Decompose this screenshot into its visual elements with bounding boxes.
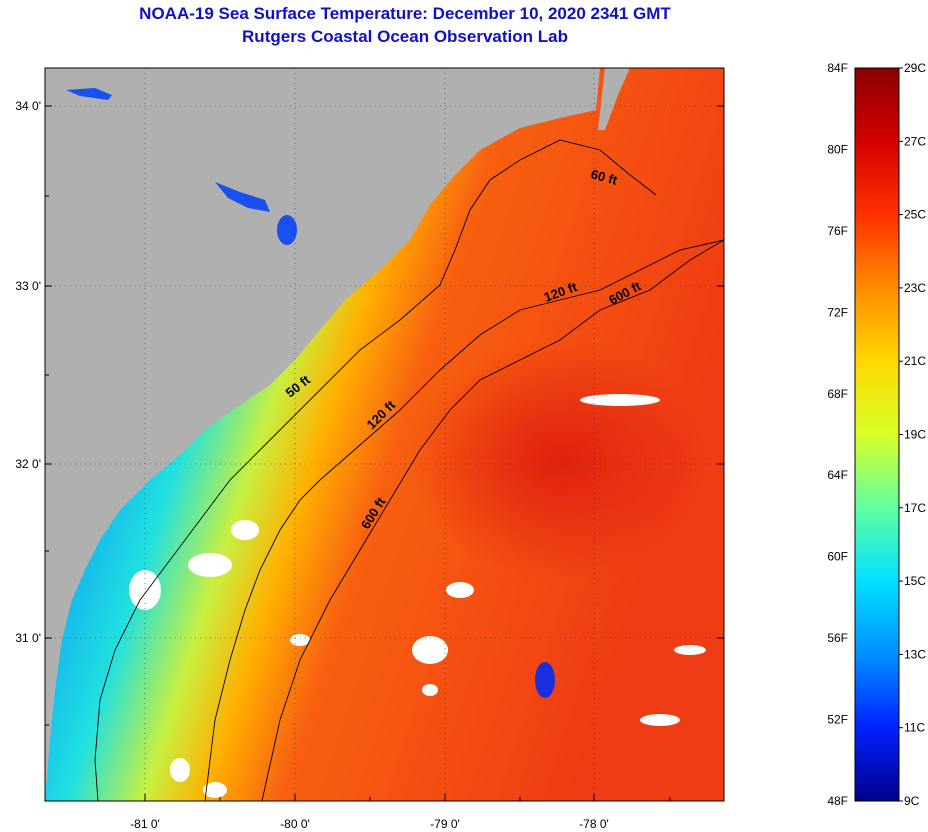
map-frame [44,67,725,802]
colorbar-f-label: 84F [827,61,848,75]
lat-label: 34 0' [15,99,41,113]
colorbar-f-label: 80F [827,142,848,156]
colorbar-c-label: 19C [904,428,926,442]
colorbar-f-label: 52F [827,713,848,727]
colorbar-c-label: 29C [904,61,926,75]
lat-label: 31 0' [15,631,41,645]
isobaths [94,139,724,801]
colorbar-f-label: 56F [827,631,848,645]
contour-50ft [94,139,657,801]
lon-label: -80 0' [280,817,310,831]
lon-label: -79 0' [430,817,460,831]
land-mass [45,68,600,801]
colorbar-c-label: 13C [904,647,926,661]
contour-label: 60 ft [589,166,619,188]
lake [215,182,270,212]
colorbar-c-label: 15C [904,574,926,588]
colorbar-c-label: 21C [904,354,926,368]
lake [66,88,112,100]
colorbar-c-label: 25C [904,208,926,222]
axis-ticks [45,105,724,801]
colorbar-c-label: 23C [904,281,926,295]
colorbar-f-label: 68F [827,387,848,401]
lat-label: 33 0' [15,279,41,293]
contour-120ft [204,239,724,801]
lake [277,215,297,245]
map-subtitle: Rutgers Coastal Ocean Observation Lab [242,27,568,46]
colorbar-fahrenheit-labels: 84F 80F 76F 72F 68F 64F 60F 56F 52F 48F [827,61,848,808]
colorbar-f-label: 64F [827,468,848,482]
colorbar-celsius-labels: 29C 27C 25C 23C 21C 19C 17C 15C 13C 11C 9C [904,61,926,808]
colorbar-c-label: 17C [904,501,926,515]
colorbar-c-label: 11C [904,721,925,735]
land-northeast [598,68,630,130]
cold-spot [535,662,555,698]
colorbar-f-label: 60F [827,550,848,564]
lon-label: -78 0' [579,817,609,831]
colorbar-ticks [899,67,903,802]
colorbar-f-label: 72F [827,305,848,319]
colorbar-gradient [854,67,900,802]
colorbar-c-label: 27C [904,134,926,148]
map-title: NOAA-19 Sea Surface Temperature: Decembe… [139,4,671,23]
graticule [45,68,724,801]
lon-label: -81 0' [130,817,160,831]
colorbar-c-label: 9C [904,794,920,808]
contour-600ft [261,239,724,801]
colorbar-f-label: 76F [827,224,848,238]
colorbar-f-label: 48F [827,794,848,808]
cloud-patches [129,394,706,798]
lat-label: 32 0' [15,457,41,471]
